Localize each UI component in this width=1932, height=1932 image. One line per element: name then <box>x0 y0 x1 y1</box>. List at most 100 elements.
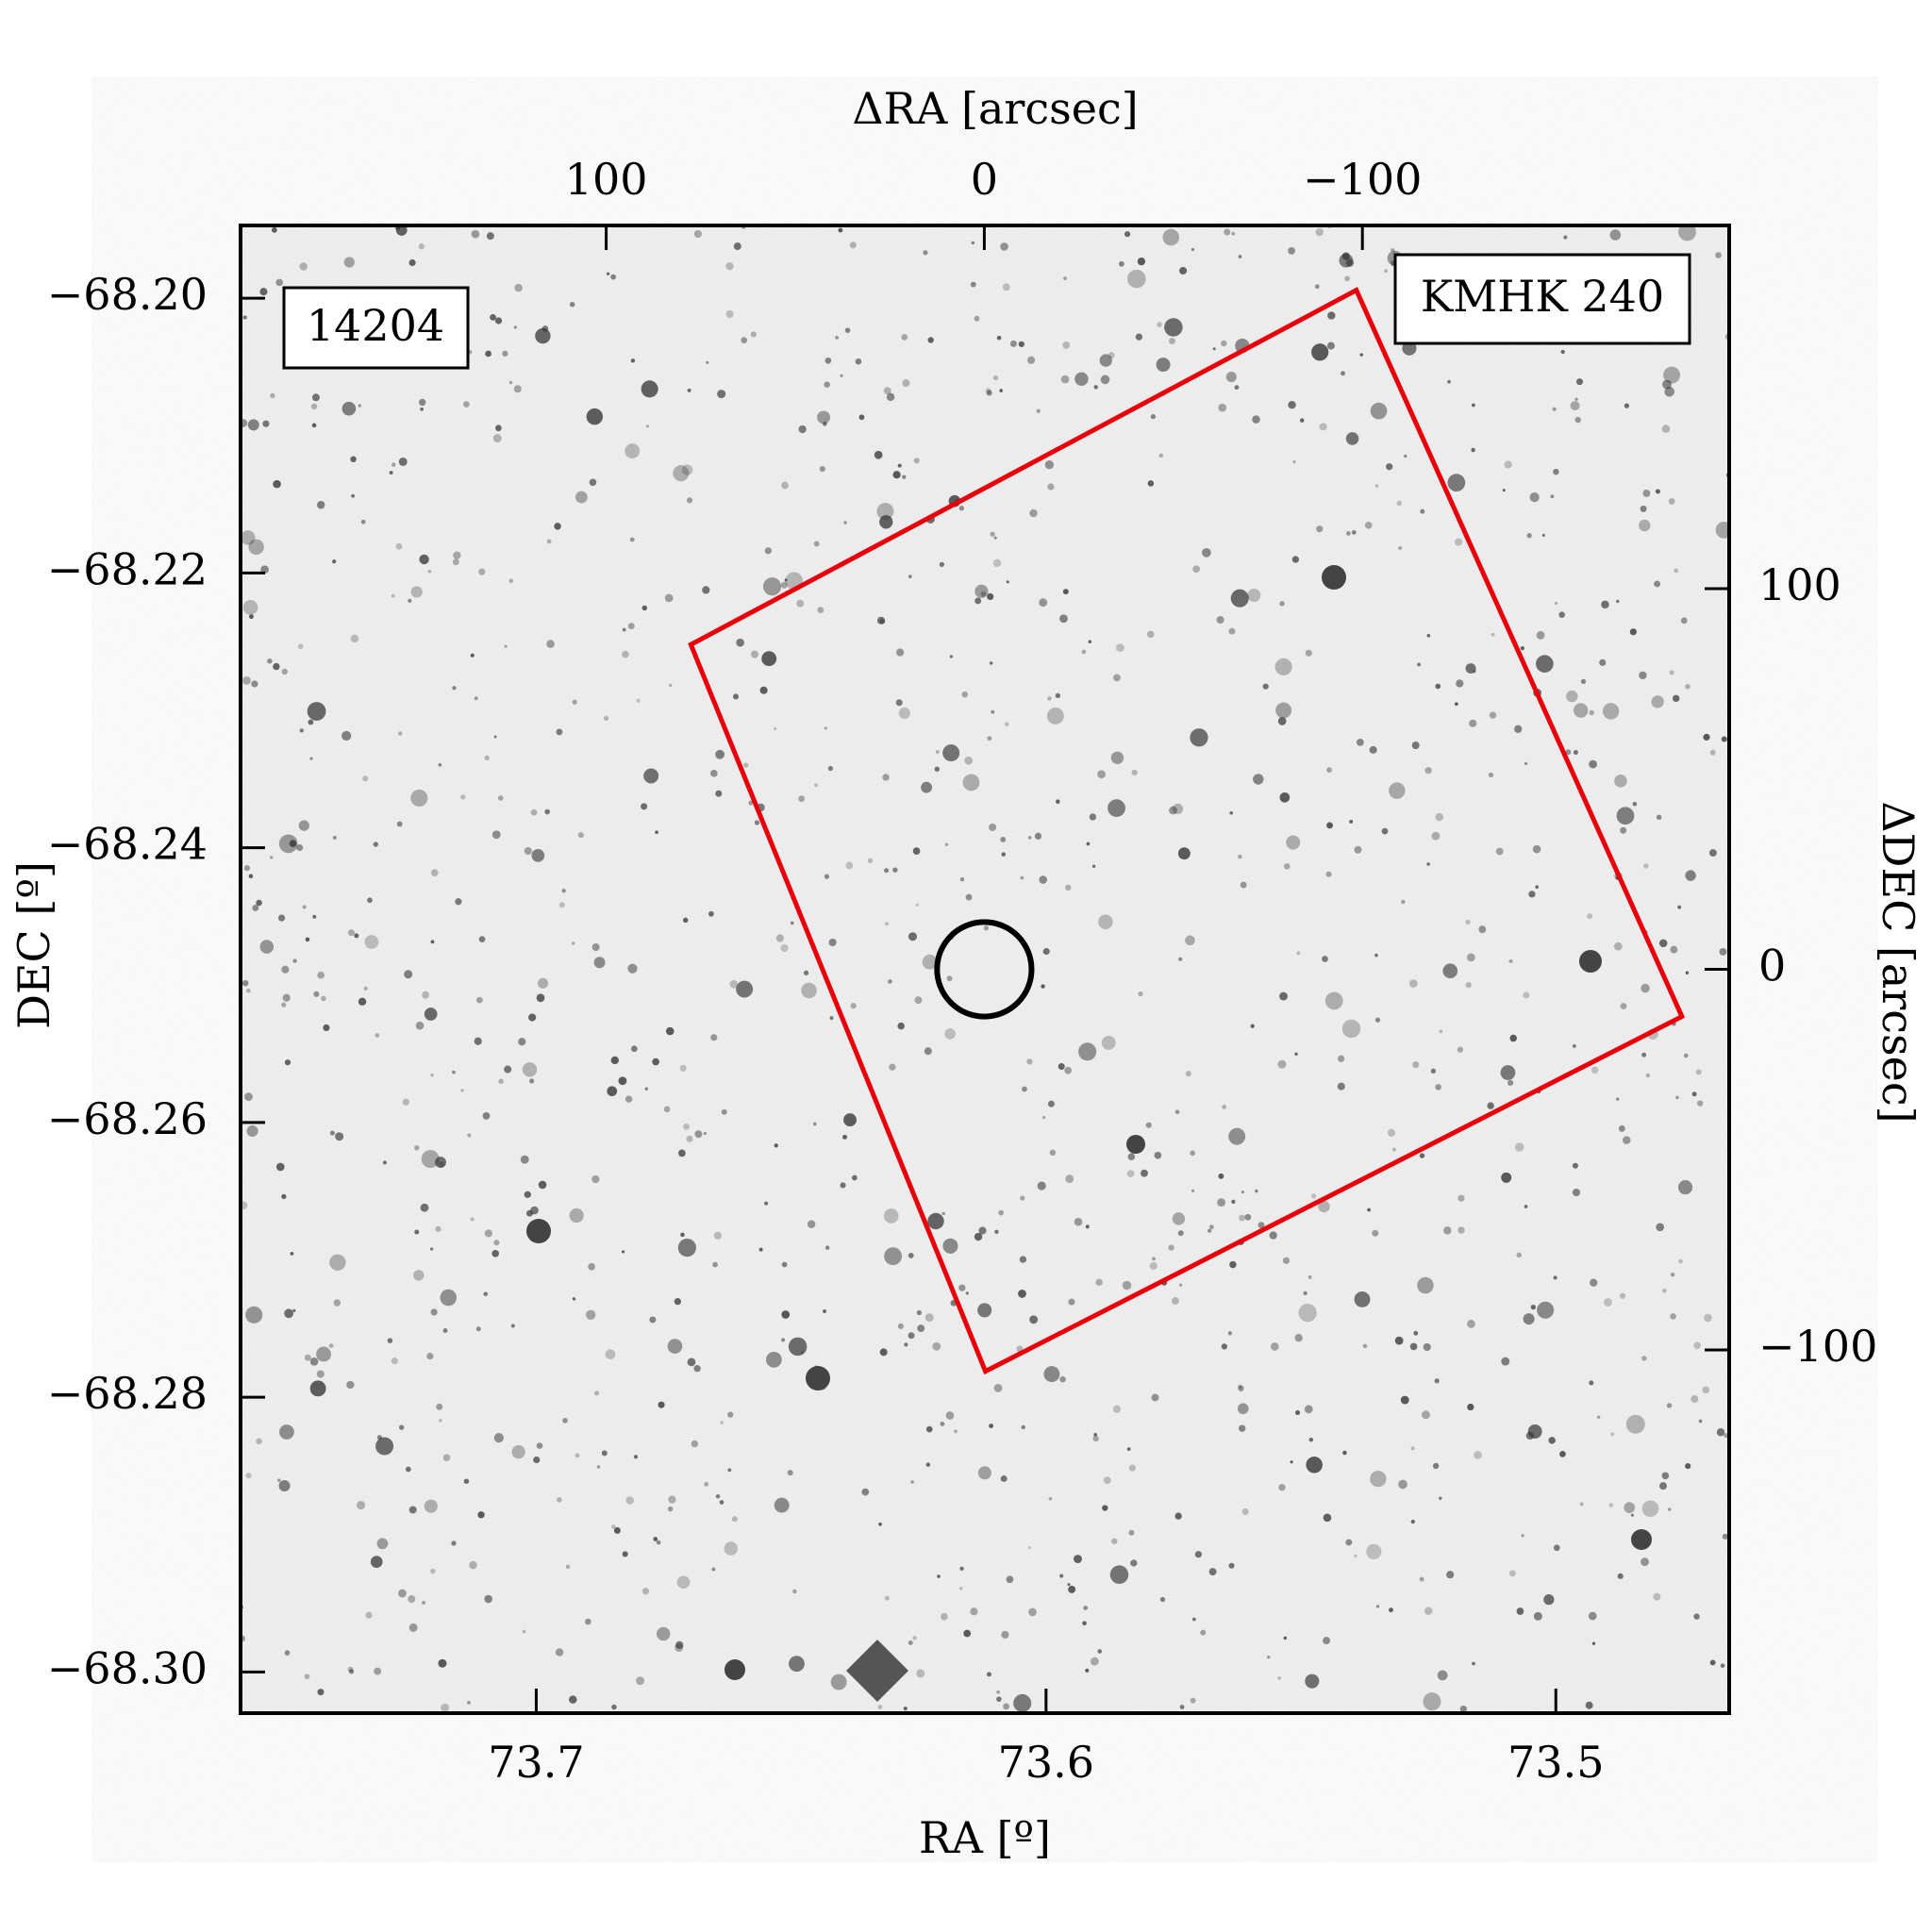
star <box>275 278 283 287</box>
star <box>1608 1503 1614 1507</box>
star <box>259 288 268 296</box>
star <box>1029 1315 1039 1324</box>
star <box>1058 1063 1065 1071</box>
star <box>1410 1519 1415 1524</box>
star <box>1092 1435 1099 1442</box>
star <box>1677 905 1682 909</box>
star <box>1229 1260 1237 1269</box>
star <box>1721 736 1727 742</box>
star <box>1122 1280 1132 1291</box>
star <box>396 821 403 827</box>
star <box>895 699 903 707</box>
star <box>1601 600 1609 609</box>
star <box>299 262 308 271</box>
star <box>1639 519 1651 532</box>
star <box>1324 991 1343 1010</box>
star <box>510 1324 515 1328</box>
star <box>1349 820 1354 824</box>
star <box>399 1424 405 1430</box>
star <box>946 975 953 982</box>
star <box>1318 1200 1330 1213</box>
star <box>807 1220 816 1228</box>
star <box>346 1380 355 1390</box>
star <box>1310 1193 1317 1199</box>
star <box>1065 884 1072 891</box>
star <box>914 996 923 1005</box>
star <box>1337 1082 1345 1091</box>
sky-noise <box>241 225 1729 1713</box>
star <box>1666 1403 1673 1408</box>
star <box>350 634 359 643</box>
star <box>964 756 974 765</box>
star <box>557 1497 562 1503</box>
star <box>1669 670 1674 675</box>
star <box>1491 632 1495 637</box>
star <box>824 874 830 879</box>
star <box>1218 403 1227 412</box>
star <box>452 686 457 691</box>
star <box>1695 1069 1702 1075</box>
star <box>1661 1288 1667 1293</box>
star <box>1535 885 1540 890</box>
star <box>1307 1274 1312 1279</box>
star <box>780 943 789 953</box>
star <box>680 1232 685 1238</box>
star <box>1062 589 1069 595</box>
star <box>732 693 740 700</box>
star <box>452 1070 456 1074</box>
star <box>1103 1476 1111 1485</box>
star <box>781 1261 788 1268</box>
star <box>414 1229 420 1235</box>
star <box>1127 269 1146 289</box>
star <box>421 1150 440 1169</box>
star <box>1034 832 1042 840</box>
star <box>1715 521 1729 539</box>
y2-tick-label: 100 <box>1758 559 1841 610</box>
star <box>278 834 298 854</box>
y-tick-label: −68.28 <box>47 1368 208 1419</box>
star <box>1459 1705 1467 1713</box>
star <box>575 491 588 504</box>
star <box>422 1600 426 1605</box>
star <box>335 1132 344 1141</box>
star <box>1006 1575 1014 1584</box>
star <box>944 842 949 846</box>
star <box>1693 1613 1700 1620</box>
star <box>1685 870 1696 881</box>
star <box>883 387 891 395</box>
star <box>316 1370 325 1378</box>
star <box>611 1524 616 1529</box>
star <box>1290 1460 1293 1464</box>
star <box>1384 269 1389 274</box>
star <box>970 281 976 288</box>
star <box>1559 1451 1566 1457</box>
star <box>455 898 462 906</box>
star <box>727 1411 734 1418</box>
star <box>278 914 286 922</box>
bright-star <box>724 1659 745 1680</box>
star <box>1354 1554 1357 1557</box>
star <box>668 1495 676 1504</box>
star <box>817 410 831 425</box>
star <box>1277 1059 1287 1069</box>
star <box>1085 1224 1090 1229</box>
star <box>299 728 304 733</box>
y2-tick-label: −100 <box>1758 1321 1877 1372</box>
star <box>1516 1252 1523 1258</box>
star <box>1118 260 1124 267</box>
star <box>1039 598 1048 608</box>
star <box>271 226 277 233</box>
star <box>941 1612 948 1621</box>
star <box>1208 1568 1217 1576</box>
star <box>493 1433 504 1443</box>
star <box>469 1560 477 1570</box>
star <box>281 965 290 974</box>
star <box>484 755 490 761</box>
star <box>1466 953 1475 962</box>
star <box>1507 1079 1514 1087</box>
star <box>798 425 807 434</box>
star <box>937 1574 941 1578</box>
star <box>1067 1583 1071 1587</box>
star <box>1006 580 1009 584</box>
star <box>1019 1256 1027 1263</box>
